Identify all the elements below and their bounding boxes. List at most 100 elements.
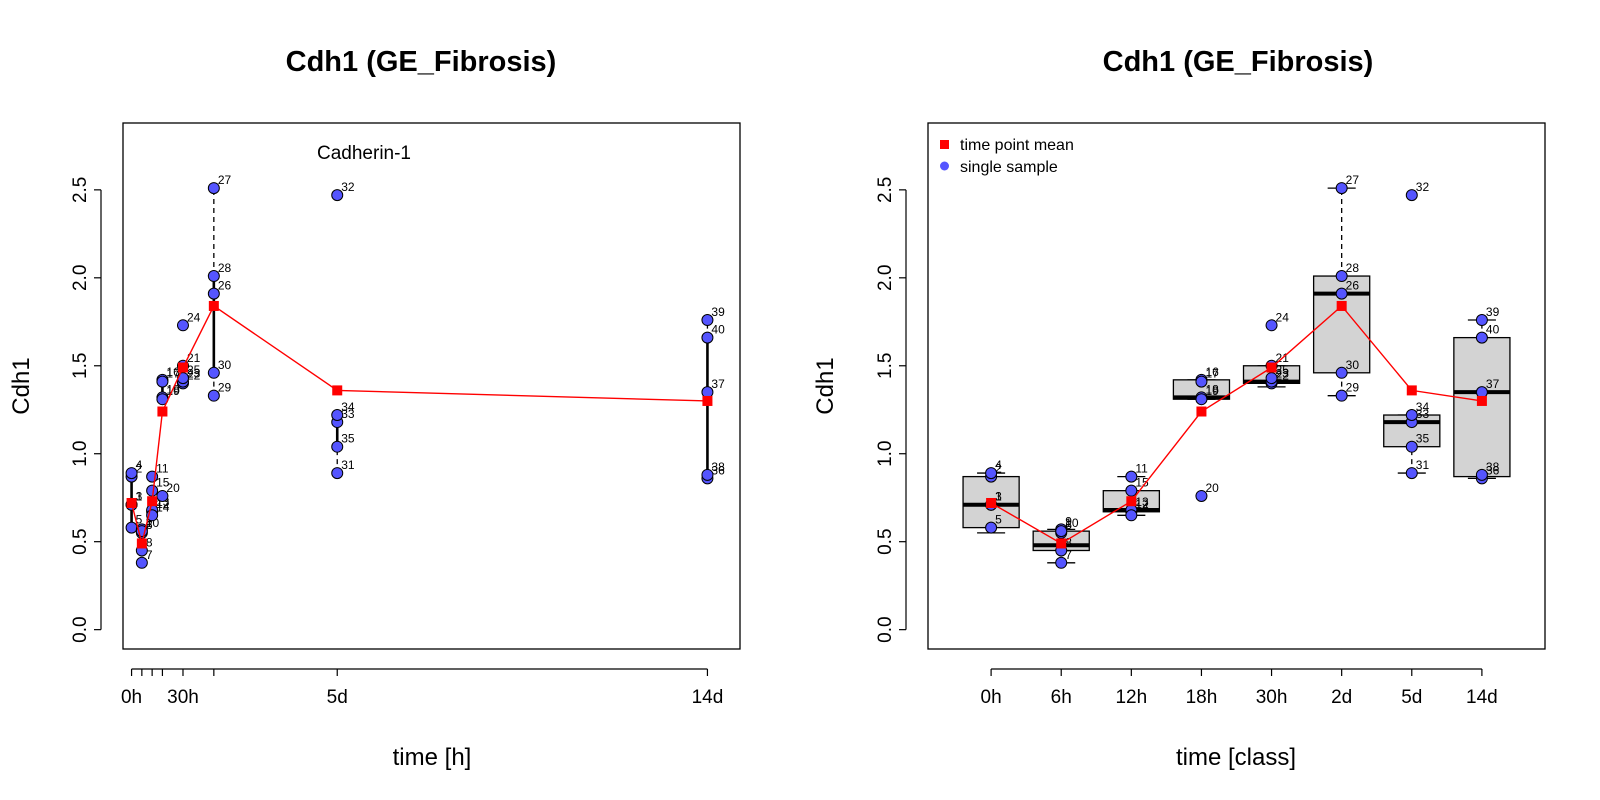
left-y-tick-label: 0.0: [70, 616, 91, 642]
left-x-axis-title: time [h]: [393, 744, 472, 771]
left-mean-point: [147, 496, 158, 507]
right-sample-label: 11: [1135, 462, 1148, 476]
right-sample-label: 35: [1416, 432, 1430, 446]
right-sample-point: [1265, 372, 1278, 385]
right-sample-point: [1195, 375, 1208, 388]
right-chart-title: Cdh1 (GE_Fibrosis): [1103, 46, 1374, 78]
right-sample-point: [1335, 182, 1348, 195]
right-sample-point: [1125, 484, 1138, 497]
left-sample-point: [331, 409, 344, 422]
left-mean-point: [177, 362, 188, 373]
left-sample-label: 35: [341, 432, 355, 446]
right-x-tick-label: 5d: [1401, 687, 1422, 708]
right-sample-label: 38: [1486, 460, 1500, 474]
right-y-tick-label: 1.0: [875, 441, 896, 467]
left-panel: Cdh1 (GE_Fibrosis) 0.0 0.5 1.0 1.5 2.0 2.5 0h 3…: [8, 46, 741, 771]
left-sample-label: 4: [136, 458, 143, 472]
right-sample-label: 5: [995, 513, 1002, 527]
left-sample-label: 14: [156, 500, 170, 514]
right-sample-point: [1405, 467, 1418, 480]
left-sample-label: 23: [187, 367, 201, 381]
right-sample-label: 27: [1346, 173, 1360, 187]
left-sample-point: [331, 189, 344, 202]
right-sample-label: 17: [1205, 367, 1219, 381]
left-sample-label: 26: [218, 279, 232, 293]
right-sample-label: 39: [1486, 305, 1500, 319]
left-sample-label: 8: [146, 535, 153, 549]
left-sample-label: 20: [166, 481, 180, 495]
right-sample-label: 24: [1276, 310, 1290, 324]
left-sample-label: 25: [187, 363, 201, 377]
right-sample-point: [1055, 525, 1068, 538]
right-mean-point: [1056, 538, 1067, 549]
left-sample-point: [207, 366, 220, 379]
right-mean-point: [1476, 395, 1487, 406]
left-mean-point: [136, 538, 147, 549]
right-panel: Cdh1 (GE_Fibrosis) 0.0 0.5 1.0 1.5 2.0 2.5 0h 6…: [812, 46, 1546, 771]
legend-mean-label: time point mean: [960, 137, 1074, 154]
right-sample-point: [1125, 470, 1138, 483]
left-sample-label: 6: [146, 518, 153, 532]
right-sample-point: [1475, 331, 1488, 344]
right-mean-point: [1126, 496, 1137, 507]
left-sample-label: 22: [187, 368, 201, 382]
right-sample-label: 14: [1135, 500, 1149, 514]
right-x-tick-label: 12h: [1115, 687, 1147, 708]
left-sample-label: 17: [166, 367, 180, 381]
left-y-tick-label: 0.5: [70, 528, 91, 554]
right-x-tick-label: 14d: [1466, 687, 1498, 708]
left-sample-point: [331, 440, 344, 453]
left-sample-label: 2: [136, 462, 143, 476]
right-sample-label: 25: [1276, 363, 1290, 377]
left-x-tick-label: 14d: [692, 687, 724, 708]
legend-sample-label: single sample: [960, 159, 1058, 176]
right-sample-label: 10: [1065, 516, 1079, 530]
right-y-tick-label: 0.5: [875, 528, 896, 554]
right-sample-point: [1195, 489, 1208, 502]
right-sample-label: 18: [1205, 382, 1219, 396]
left-sample-label: 30: [218, 358, 232, 372]
left-y-tick-label: 2.5: [70, 177, 91, 203]
left-sample-point: [701, 314, 714, 327]
right-sample-label: 4: [995, 458, 1002, 472]
left-mean-point: [702, 395, 713, 406]
left-sample-label: 9: [146, 514, 153, 528]
legend-mean-swatch: [940, 140, 949, 149]
right-sample-label: 20: [1205, 481, 1219, 495]
left-y-tick-label: 1.5: [70, 353, 91, 379]
right-x-tick-label: 6h: [1051, 687, 1072, 708]
right-sample-point: [985, 521, 998, 534]
left-sample-point: [207, 389, 220, 402]
right-mean-line: [990, 304, 1483, 545]
left-sample-point: [156, 489, 169, 502]
right-mean-point: [986, 497, 997, 508]
right-x-axis-title: time [class]: [1176, 744, 1296, 771]
right-sample-label: 1: [995, 490, 1002, 504]
right-sample-label: 12: [1135, 497, 1149, 511]
left-plot-frame: [122, 122, 741, 650]
right-sample-point: [1405, 409, 1418, 422]
right-sample-label: 15: [1135, 476, 1149, 490]
legend: time point mean single sample: [940, 137, 1074, 176]
right-sample-label: 28: [1346, 261, 1360, 275]
right-y-tick-label: 2.5: [875, 177, 896, 203]
left-x-tick-label: 30h: [167, 687, 199, 708]
left-sample-label: 39: [711, 305, 725, 319]
right-x-tick-label: 0h: [981, 687, 1002, 708]
left-sample-label: 24: [187, 310, 201, 324]
left-sample-label: 5: [136, 513, 143, 527]
right-sample-label: 2: [995, 462, 1002, 476]
right-sample-point: [1055, 556, 1068, 569]
right-y-tick-label: 1.5: [875, 353, 896, 379]
right-sample-point: [1195, 393, 1208, 406]
left-sample-point: [176, 319, 189, 332]
left-sample-label: 15: [156, 476, 170, 490]
right-y-axis-title: Cdh1: [812, 357, 839, 414]
right-y-tick-label: 2.0: [875, 265, 896, 291]
right-mean-point: [1266, 362, 1277, 373]
left-sample-label: 16: [166, 365, 180, 379]
left-sample-point: [207, 270, 220, 283]
right-sample-label: 13: [1135, 495, 1149, 509]
right-sample-label: 29: [1346, 381, 1360, 395]
